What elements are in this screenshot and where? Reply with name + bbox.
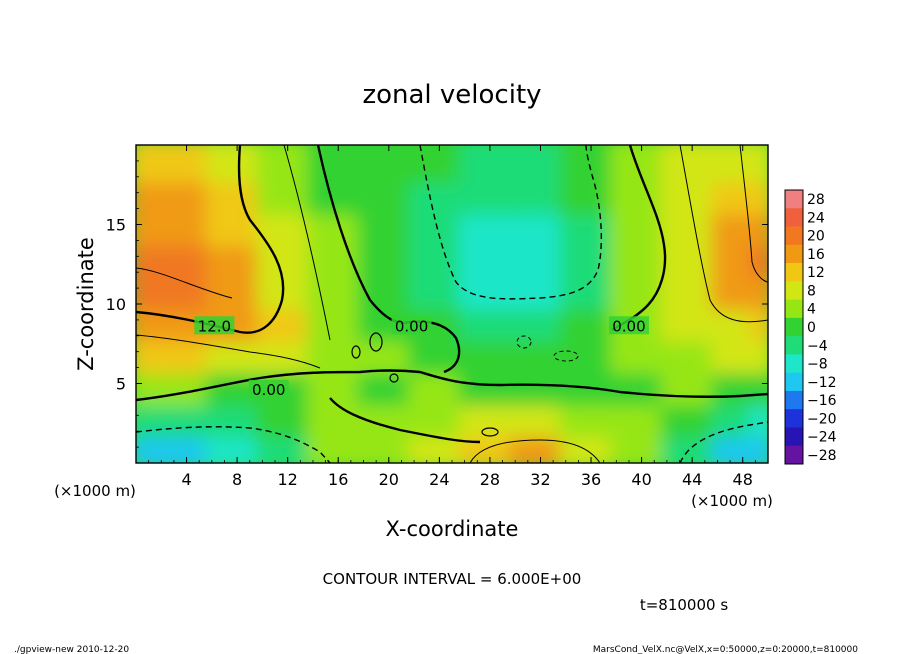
colorbar-label: 12 [807, 265, 825, 281]
x-tick-label: 44 [682, 470, 702, 489]
contour-line-neg6-right [679, 421, 768, 463]
contour-line-neg6-top [419, 145, 603, 300]
colorbar-swatch [785, 317, 803, 337]
colorbar-label: −8 [807, 357, 828, 373]
contour-line-6-right [679, 145, 768, 323]
x-tick-label: 20 [379, 470, 399, 489]
contour-loop [389, 373, 399, 383]
colorbar-swatch [785, 263, 803, 282]
colorbar-frame [784, 189, 804, 465]
colorbar-label: 24 [807, 210, 825, 226]
colorbar-swatch [785, 390, 803, 410]
colorbar-label: −16 [807, 393, 837, 409]
x-tick-label: 4 [181, 470, 191, 489]
y-tick-label: 5 [116, 375, 126, 394]
colorbar-label: −12 [807, 375, 837, 391]
contour-line-18-left [136, 267, 233, 299]
time-label: t=810000 s [640, 596, 728, 614]
x-tick-label: 40 [631, 470, 651, 489]
colorbar-label: −20 [807, 411, 837, 427]
contour-label-bg [608, 316, 649, 335]
y-axis-label: Z-coordinate [74, 237, 98, 371]
colorbar: 28 24 20 16 12 8 4 0 −4 −8 −12 −16 −20 −24 −28 [784, 189, 837, 465]
colorbar-swatch [785, 445, 803, 465]
contour-line-6-left [136, 334, 321, 369]
contour-interval-text: CONTOUR INTERVAL = 6.000E+00 [323, 570, 582, 588]
x-tick-label: 36 [581, 470, 601, 489]
colorbar-swatch [785, 281, 803, 300]
colorbar-label: 0 [807, 320, 816, 336]
contour-label: 0.00 [395, 317, 428, 335]
x-tick-label: 8 [232, 470, 242, 489]
x-unit-right: (×1000 m) [691, 492, 773, 510]
x-tick-label: 16 [328, 470, 348, 489]
colorbar-swatch [785, 336, 803, 355]
colorbar-label: 16 [807, 247, 825, 263]
colorbar-swatch [785, 427, 803, 447]
y-tick-label: 10 [106, 295, 126, 314]
colorbar-swatch [785, 409, 803, 428]
contour-loop [369, 332, 383, 352]
field-cell [749, 145, 768, 183]
contour-labels: 12.0 0.00 0.00 0.00 [194, 316, 649, 399]
colorbar-swatch [785, 244, 803, 264]
x-axis-ticks: 4 8 12 16 20 24 28 32 36 40 44 48 [148, 145, 756, 489]
colorbar-label: 28 [807, 192, 825, 208]
y-axis-ticks: 5 10 15 [106, 160, 768, 448]
footer-left: ./gpview-new 2010-12-20 [14, 645, 129, 654]
y-tick-label: 15 [106, 216, 126, 235]
contour-line-zero-lower [136, 369, 768, 402]
x-unit-left: (×1000 m) [54, 482, 136, 500]
contour-line-6-bottom [469, 439, 601, 463]
colorbar-swatch [785, 226, 803, 246]
chart-title: zonal velocity [362, 80, 541, 110]
colorbar-swatch [785, 299, 803, 319]
x-tick-label: 48 [733, 470, 753, 489]
colorbar-label: 20 [807, 229, 825, 245]
x-tick-label: 32 [530, 470, 550, 489]
contour-line-6-top [283, 145, 331, 341]
colorbar-swatch [785, 208, 803, 227]
contour-line-zero-bottom [329, 397, 481, 444]
x-tick-label: 12 [278, 470, 298, 489]
contour-loop [351, 345, 361, 359]
colorbar-swatch [785, 190, 803, 209]
plot-area: 12.0 0.00 0.00 0.00 [136, 145, 768, 463]
contour-label-bg [194, 316, 235, 335]
contour-line-18-right [739, 145, 768, 283]
colorbar-label: −24 [807, 430, 837, 446]
contour-label-bg [391, 316, 432, 335]
contour-label: 0.00 [612, 317, 645, 335]
x-axis-label: X-coordinate [386, 517, 519, 541]
x-tick-label: 24 [429, 470, 449, 489]
colorbar-label: 8 [807, 283, 816, 299]
x-tick-label: 28 [480, 470, 500, 489]
colorbar-label: 4 [807, 302, 816, 318]
contour-label-bg [248, 379, 289, 398]
colorbar-label: −4 [807, 338, 828, 354]
colorbar-label: −28 [807, 448, 837, 464]
contour-loop [481, 427, 499, 437]
colorbar-swatch [785, 354, 803, 373]
colorbar-swatch [785, 372, 803, 392]
contour-label: 0.00 [252, 381, 285, 399]
contour-loop [516, 335, 532, 349]
contour-line-neg6-left [136, 426, 331, 463]
contour-loop [553, 350, 579, 362]
contour-label: 12.0 [198, 317, 231, 335]
footer-right: MarsCond_VelX.nc@VelX,x=0:50000,z=0:2000… [593, 645, 858, 654]
field-cells [136, 145, 768, 463]
